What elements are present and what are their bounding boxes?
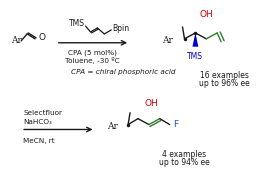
Text: OH: OH [199, 10, 213, 19]
Text: F: F [174, 120, 179, 129]
Text: Ar: Ar [107, 122, 118, 131]
Text: CPA = chiral phosphoric acid: CPA = chiral phosphoric acid [71, 69, 175, 75]
Text: 4 examples: 4 examples [162, 150, 207, 159]
Text: up to 94% ee: up to 94% ee [159, 159, 210, 167]
Text: TMS: TMS [187, 52, 203, 61]
Text: Toluene, -30 ºC: Toluene, -30 ºC [65, 57, 120, 64]
Text: TMS: TMS [69, 19, 85, 28]
Text: Bpin: Bpin [112, 25, 129, 33]
Text: MeCN, rt: MeCN, rt [23, 138, 55, 144]
Text: OH: OH [145, 99, 159, 108]
Text: Ar: Ar [162, 36, 173, 45]
Text: up to 96% ee: up to 96% ee [199, 79, 250, 88]
Text: Selectfluor: Selectfluor [23, 110, 62, 116]
Text: 16 examples: 16 examples [200, 71, 249, 80]
Text: Ar: Ar [11, 36, 22, 45]
Polygon shape [192, 33, 198, 47]
Text: NaHCO₃: NaHCO₃ [23, 119, 52, 125]
Text: CPA (5 mol%): CPA (5 mol%) [68, 49, 117, 56]
Text: O: O [38, 33, 45, 42]
